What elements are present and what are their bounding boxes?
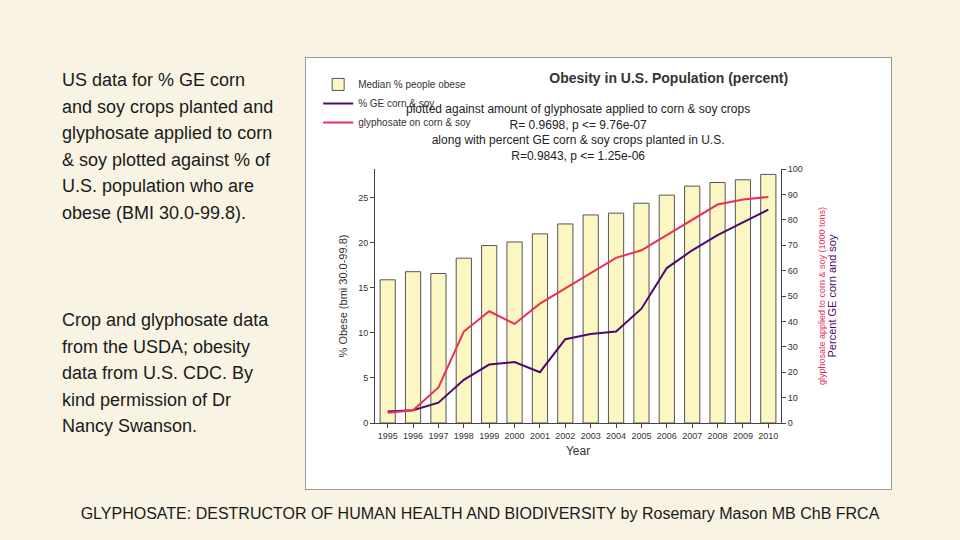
svg-text:10: 10 xyxy=(358,328,368,338)
svg-text:2006: 2006 xyxy=(657,431,677,441)
svg-text:Median % people obese: Median % people obese xyxy=(358,79,466,90)
svg-text:% Obese (bmi 30.0-99.8): % Obese (bmi 30.0-99.8) xyxy=(337,235,349,358)
svg-text:glyphosate on corn & soy: glyphosate on corn & soy xyxy=(358,117,470,128)
svg-text:2000: 2000 xyxy=(505,431,525,441)
svg-text:plotted against amount of glyp: plotted against amount of glyphosate app… xyxy=(406,102,750,163)
svg-text:2005: 2005 xyxy=(631,431,651,441)
svg-text:2003: 2003 xyxy=(581,431,601,441)
svg-text:2004: 2004 xyxy=(606,431,626,441)
svg-text:Percent GE corn and soy: Percent GE corn and soy xyxy=(826,234,838,357)
svg-text:50: 50 xyxy=(788,291,798,301)
svg-text:2001: 2001 xyxy=(530,431,550,441)
svg-text:2008: 2008 xyxy=(708,431,728,441)
svg-text:20: 20 xyxy=(358,238,368,248)
svg-text:glyphosate applied to corn & s: glyphosate applied to corn & soy (1000 t… xyxy=(817,207,827,385)
svg-text:Year: Year xyxy=(566,444,590,458)
svg-text:100: 100 xyxy=(788,164,803,174)
html-text:Crop and glyphosate data from: Crop and glyphosate data from the USDA; … xyxy=(62,310,269,436)
svg-text:10: 10 xyxy=(788,393,798,403)
svg-text:1996: 1996 xyxy=(403,431,423,441)
svg-text:1997: 1997 xyxy=(428,431,448,441)
svg-text:1995: 1995 xyxy=(378,431,398,441)
svg-text:60: 60 xyxy=(788,266,798,276)
svg-text:0: 0 xyxy=(363,418,368,428)
svg-text:% GE corn & soy: % GE corn & soy xyxy=(358,98,434,109)
svg-text:90: 90 xyxy=(788,190,798,200)
svg-text:0: 0 xyxy=(788,418,793,428)
svg-text:30: 30 xyxy=(788,342,798,352)
svg-text:Obesity in U.S. Population (pe: Obesity in U.S. Population (percent) xyxy=(549,70,788,86)
svg-text:40: 40 xyxy=(788,317,798,327)
svg-text:25: 25 xyxy=(358,193,368,203)
html-text:GLYPHOSATE: DESTRUCTOR OF HUMA: GLYPHOSATE: DESTRUCTOR OF HUMAN HEALTH A… xyxy=(80,505,880,522)
svg-text:2009: 2009 xyxy=(733,431,753,441)
svg-text:5: 5 xyxy=(363,373,368,383)
svg-text:70: 70 xyxy=(788,240,798,250)
svg-text:15: 15 xyxy=(358,283,368,293)
svg-text:2002: 2002 xyxy=(555,431,575,441)
svg-text:80: 80 xyxy=(788,215,798,225)
svg-text:20: 20 xyxy=(788,367,798,377)
svg-text:2010: 2010 xyxy=(758,431,778,441)
svg-text:1999: 1999 xyxy=(479,431,499,441)
svg-text:2007: 2007 xyxy=(682,431,702,441)
svg-text:1998: 1998 xyxy=(454,431,474,441)
html-text:US data for % GE corn and soy: US data for % GE corn and soy crops plan… xyxy=(62,70,274,223)
